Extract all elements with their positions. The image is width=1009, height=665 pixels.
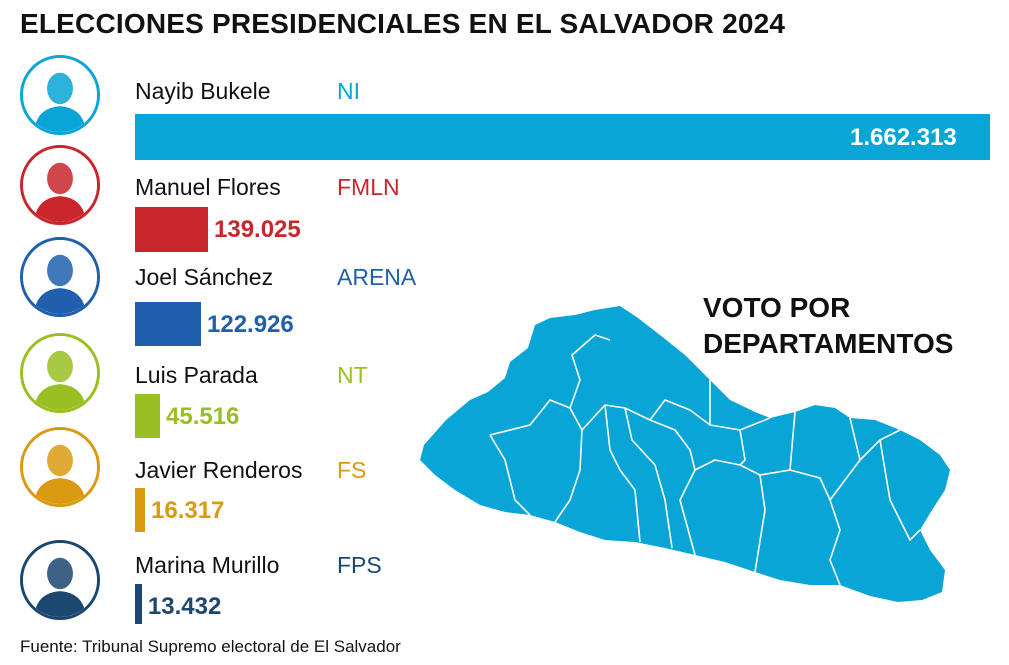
vote-value-label: 122.926 — [207, 311, 294, 338]
candidate-avatar — [20, 333, 100, 413]
vote-value-label: 45.516 — [166, 403, 240, 430]
vote-bar — [135, 207, 208, 252]
vote-bar — [135, 584, 142, 624]
candidate-name: Joel Sánchez — [135, 264, 274, 290]
el-salvador-departments-map — [420, 306, 950, 602]
vote-value-label: 13.432 — [147, 593, 222, 620]
candidate-party: FPS — [337, 552, 382, 578]
map-title-line-2: DEPARTAMENTOS — [703, 328, 954, 359]
map-department-borders — [489, 334, 921, 586]
candidate-name: Javier Renderos — [135, 457, 303, 483]
map-title: VOTO POR DEPARTAMENTOS — [703, 290, 953, 362]
source-note: Fuente: Tribunal Supremo electoral de El… — [20, 637, 401, 656]
candidate-portrait-icon — [23, 58, 97, 132]
vote-bar — [135, 302, 201, 346]
candidate-portrait-icon — [23, 336, 97, 410]
candidate-party: NT — [337, 362, 368, 388]
candidate-name: Marina Murillo — [135, 552, 280, 578]
candidate-party: FS — [337, 457, 367, 483]
candidate-portrait-icon — [23, 430, 97, 504]
candidate-party: ARENA — [337, 264, 417, 290]
candidate-avatar — [20, 145, 100, 225]
map-country-shape — [420, 306, 950, 602]
candidate-party: NI — [337, 78, 360, 104]
vote-value-label: 139.025 — [214, 216, 301, 243]
candidate-avatar — [20, 237, 100, 317]
chart-title: ELECCIONES PRESIDENCIALES EN EL SALVADOR… — [20, 8, 786, 39]
candidate-avatar — [20, 540, 100, 620]
candidate-avatar — [20, 427, 100, 507]
candidate-party: FMLN — [337, 174, 400, 200]
vote-bar — [135, 114, 990, 160]
candidate-portrait-icon — [23, 148, 97, 222]
candidate-name: Nayib Bukele — [135, 78, 271, 104]
candidate-name: Manuel Flores — [135, 174, 281, 200]
map-title-line-1: VOTO POR — [703, 292, 851, 323]
candidate-portrait-icon — [23, 240, 97, 314]
candidate-portrait-icon — [23, 543, 97, 617]
vote-bar — [135, 488, 145, 532]
vote-value-label: 16.317 — [151, 497, 225, 524]
vote-bar — [135, 394, 160, 438]
candidate-name: Luis Parada — [135, 362, 258, 388]
vote-value-label: 1.662.313 — [850, 124, 957, 151]
candidate-avatar — [20, 55, 100, 135]
